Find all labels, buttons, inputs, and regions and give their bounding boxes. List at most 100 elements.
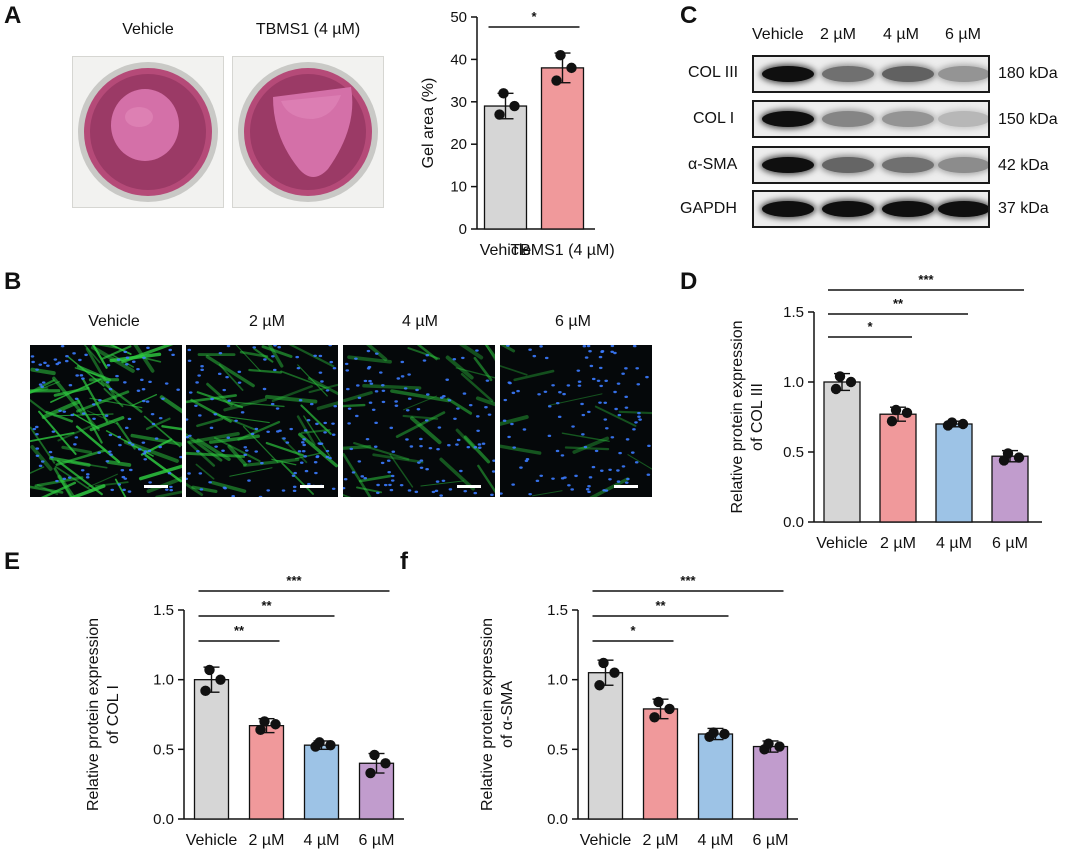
nucleus	[143, 450, 148, 453]
nucleus	[171, 353, 175, 357]
nucleus	[484, 406, 488, 409]
blot-band	[762, 111, 814, 127]
nucleus	[637, 415, 641, 418]
y-axis-label: Gel area (%)	[420, 78, 437, 169]
actin-fiber	[41, 399, 81, 420]
blot-band	[882, 111, 934, 127]
actin-fiber	[265, 441, 305, 457]
nucleus	[150, 412, 155, 416]
well-label-tbms1: TBMS1 (4 µM)	[255, 21, 361, 38]
nucleus	[141, 388, 146, 391]
actin-fiber	[30, 445, 53, 471]
nucleus	[551, 477, 555, 480]
nucleus	[262, 387, 267, 391]
fluorescence-image-4um	[343, 345, 495, 497]
blot-band	[762, 66, 814, 82]
nucleus	[295, 355, 299, 359]
nucleus	[226, 436, 231, 439]
well-label-vehicle: Vehicle	[122, 21, 174, 38]
actin-fiber	[460, 372, 494, 403]
nucleus	[299, 461, 304, 464]
x-tick-label: 2 µM	[249, 832, 285, 849]
x-tick-label: TBMS1 (4 µM)	[510, 242, 614, 259]
nucleus	[169, 488, 174, 492]
x-tick-label: Vehicle	[816, 535, 868, 552]
nucleus	[136, 389, 141, 392]
data-point	[215, 674, 226, 685]
actin-fiber	[358, 474, 392, 483]
nucleus	[544, 356, 549, 360]
panel-label-c: C	[680, 2, 698, 29]
nucleus	[200, 365, 204, 368]
nucleus	[254, 427, 259, 431]
significance-label: ***	[680, 573, 696, 588]
nucleus	[40, 385, 44, 389]
nucleus	[610, 345, 615, 348]
actin-fiber	[76, 398, 103, 444]
nucleus	[636, 383, 641, 386]
actin-fiber	[205, 355, 255, 388]
nucleus	[368, 401, 373, 404]
nucleus	[582, 345, 587, 348]
nucleus	[217, 372, 222, 376]
nucleus	[435, 480, 440, 483]
significance-label: ***	[286, 573, 302, 588]
nucleus	[383, 483, 388, 487]
data-point	[834, 371, 846, 382]
actin-fiber	[30, 399, 48, 414]
x-tick-label: 2 µM	[880, 535, 916, 552]
nucleus	[400, 360, 405, 364]
nucleus	[285, 441, 290, 444]
nucleus	[196, 450, 200, 453]
actin-fiber	[161, 425, 182, 431]
nucleus	[281, 489, 286, 492]
y-tick-label: 30	[450, 94, 467, 111]
nucleus	[266, 430, 270, 433]
nucleus	[35, 447, 40, 450]
fluorescence-image-vehicle	[30, 345, 182, 497]
nucleus	[551, 384, 555, 387]
actin-fiber	[67, 356, 105, 387]
chart-d: 0.0 0.5 1.0 1.5 Relative protein expression o…	[729, 272, 1042, 552]
blot-size-label-col1: 150 kDa	[998, 111, 1058, 128]
nucleus	[371, 408, 376, 412]
nucleus	[198, 472, 203, 475]
actin-fiber	[253, 347, 274, 363]
nucleus	[574, 474, 578, 478]
nucleus	[72, 352, 76, 355]
nucleus	[250, 432, 255, 436]
nucleus	[455, 443, 459, 446]
nucleus	[40, 460, 45, 463]
actin-fiber	[55, 449, 106, 466]
nucleus	[123, 350, 128, 354]
actin-fiber	[101, 345, 132, 360]
nucleus	[363, 477, 368, 480]
actin-fiber	[267, 345, 284, 368]
blot-band	[762, 201, 814, 217]
x-tick-label: 6 µM	[992, 535, 1028, 552]
nucleus	[91, 403, 96, 406]
nucleus	[98, 399, 102, 402]
nucleus	[74, 397, 79, 400]
actin-fiber	[186, 440, 216, 467]
nucleus	[226, 345, 231, 348]
nucleus	[591, 377, 596, 381]
data-point	[498, 88, 509, 99]
blot-protein-label-asma: α-SMA	[688, 156, 738, 173]
nucleus	[315, 455, 320, 458]
nucleus	[424, 419, 429, 422]
y-axis-label: of COL I	[105, 685, 122, 744]
nucleus	[576, 369, 581, 372]
nucleus	[360, 475, 365, 478]
nucleus	[38, 383, 43, 386]
bar	[248, 724, 285, 820]
nucleus	[254, 450, 259, 453]
nucleus	[323, 421, 328, 425]
x-tick-label: 2 µM	[643, 832, 679, 849]
actin-fiber	[53, 386, 90, 397]
data-point	[325, 739, 336, 751]
nucleus	[73, 443, 77, 446]
data-point	[1002, 448, 1014, 459]
actin-fiber	[294, 452, 321, 460]
nucleus	[511, 483, 515, 486]
